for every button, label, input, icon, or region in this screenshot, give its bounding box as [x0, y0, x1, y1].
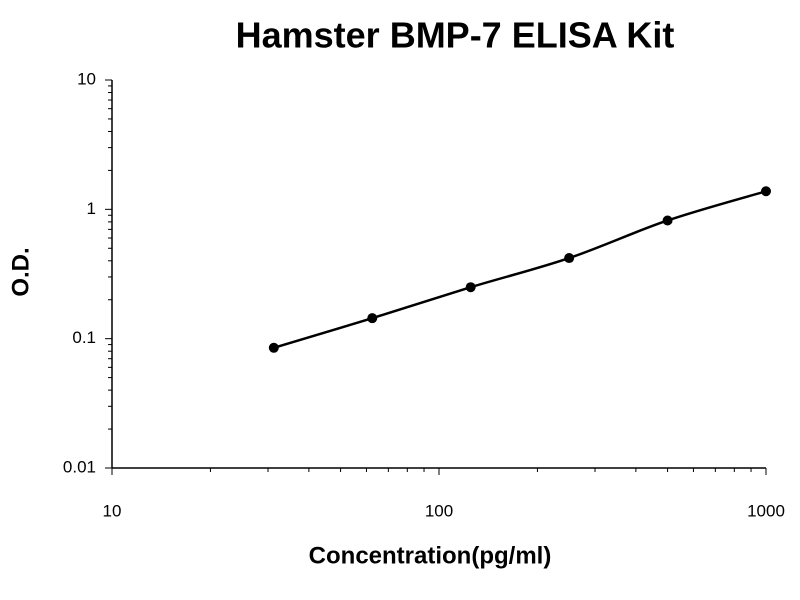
y-tick-label: 1: [87, 199, 96, 218]
y-tick-label: 0.01: [63, 457, 96, 476]
x-tick-label: 100: [425, 501, 453, 520]
x-tick-label: 1000: [747, 501, 785, 520]
data-point: [662, 215, 673, 226]
data-point: [465, 282, 476, 293]
y-axis-label: O.D.: [7, 247, 34, 296]
y-tick-label: 0.1: [72, 328, 96, 347]
data-point: [268, 342, 279, 353]
x-tick-label: 10: [103, 501, 122, 520]
y-tick-label: 10: [77, 69, 96, 88]
data-point: [761, 186, 771, 197]
data-point: [367, 313, 378, 324]
fit-curve: [273, 190, 767, 349]
chart-title: Hamster BMP-7 ELISA Kit: [236, 15, 675, 56]
x-axis-label: Concentration(pg/ml): [309, 542, 552, 569]
data-point: [564, 253, 575, 264]
